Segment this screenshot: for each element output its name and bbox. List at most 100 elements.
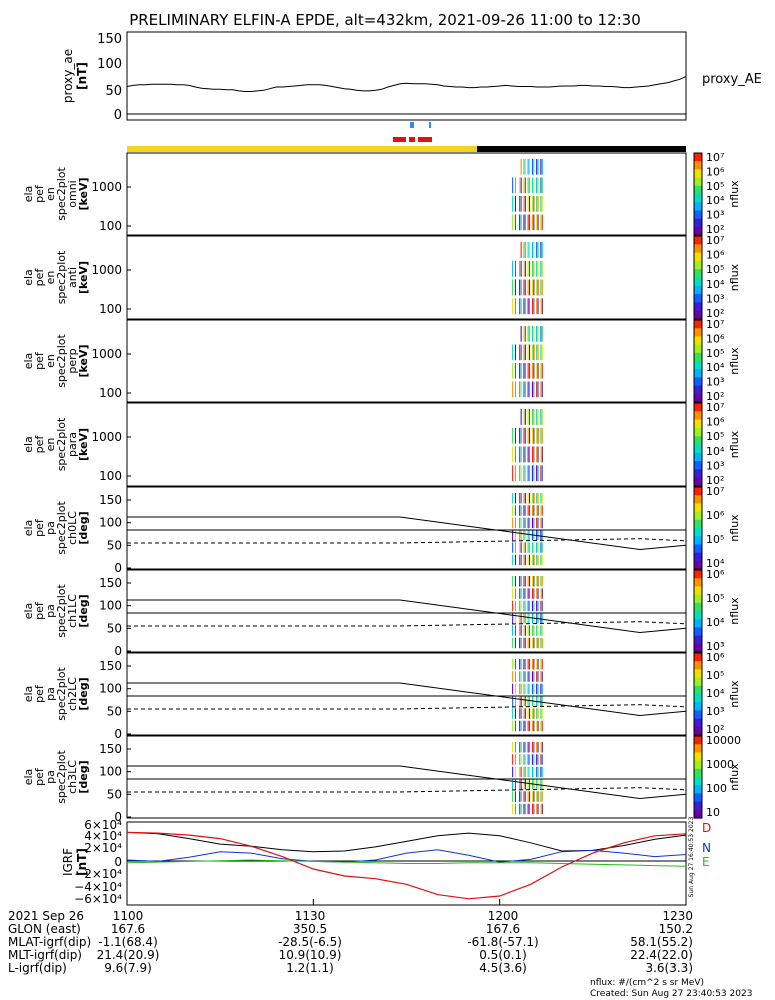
colorbar-cell <box>694 641 702 645</box>
colorbar-tick: 10000 <box>706 734 741 747</box>
colorbar-cell <box>694 346 702 350</box>
spectrogram-cell <box>541 446 543 463</box>
colorbar-cell <box>694 611 702 614</box>
colorbar-cell <box>694 287 702 291</box>
spectrogram-cell <box>537 326 539 342</box>
panel-ytick: 100 <box>99 302 122 316</box>
spectrogram-cell <box>524 803 526 815</box>
footer-cell: 150.2 <box>659 922 693 936</box>
spectrogram-cell <box>524 242 526 258</box>
colorbar-cell <box>694 417 702 421</box>
spectrogram-cell <box>540 625 542 636</box>
spectrogram-cell <box>536 637 538 649</box>
colorbar-cell <box>694 409 702 412</box>
spectrogram-cell <box>540 708 542 719</box>
spectrogram-cell <box>533 493 535 504</box>
spectrogram-cell <box>533 381 535 398</box>
colorbar-frame <box>693 652 703 736</box>
colorbar-cell <box>694 434 702 437</box>
colorbar-cell <box>694 519 702 523</box>
spectrogram-cell <box>533 242 535 258</box>
spectrogram-cell <box>533 363 535 379</box>
colorbar-cell <box>694 155 702 158</box>
colorbar-cell <box>694 300 702 303</box>
spectrogram-cell <box>519 803 521 815</box>
spectrogram-cell <box>519 196 521 212</box>
spectrogram-cell <box>523 613 525 624</box>
colorbar-tick: 10⁵ <box>706 347 724 360</box>
spectrogram-cell <box>536 720 538 732</box>
colorbar-cell <box>694 436 702 439</box>
spectrogram-cell <box>540 683 542 695</box>
spectrogram-cell <box>524 159 526 175</box>
colorbar-cell <box>694 785 702 788</box>
spectrogram-cell <box>514 720 516 732</box>
colorbar-cell <box>694 336 702 339</box>
colorbar-cell <box>694 189 702 193</box>
panel-ylabel: pef <box>33 601 46 620</box>
spectrogram-cell <box>524 683 526 695</box>
spectrogram-cell <box>519 363 521 379</box>
spectrogram-cell <box>529 326 531 342</box>
anti-loss-cone-line <box>127 538 687 544</box>
spectrogram-cell <box>529 517 531 529</box>
colorbar-cell <box>694 308 702 312</box>
spectrogram-cell <box>536 381 538 398</box>
colorbar-cell <box>694 805 702 809</box>
footer-cell: MLAT-igrf(dip) <box>8 935 91 949</box>
footer-cell: -1.1(68.4) <box>98 935 158 949</box>
spectrogram-cell <box>541 588 543 599</box>
colorbar-cell <box>694 163 702 166</box>
spectrogram-cell <box>523 683 525 695</box>
footer-cell: MLT-igrf(dip) <box>8 948 82 962</box>
colorbar-frame <box>693 235 703 320</box>
colorbar-tick: 10⁷ <box>706 485 724 498</box>
spectrogram-cell <box>537 588 539 599</box>
panel-ylabel: pef <box>33 351 46 370</box>
colorbar-cell <box>694 777 702 780</box>
spectrogram-cell <box>540 803 542 815</box>
spectrogram-cell <box>527 613 529 624</box>
colorbar-cell <box>694 544 702 547</box>
colorbar-cell <box>694 708 702 711</box>
spectrogram-cell <box>527 754 529 765</box>
colorbar-tick: 10 <box>706 806 720 819</box>
panel-frame <box>126 319 687 403</box>
spectrogram-cell <box>540 720 542 732</box>
panel-ytick: 50 <box>107 787 122 801</box>
panel-ylabel: en <box>44 354 57 368</box>
colorbar-cell <box>694 432 702 435</box>
igrf-tick: 6×10⁴ <box>84 818 122 832</box>
spectrogram-cell <box>529 298 531 315</box>
colorbar-cell <box>694 379 702 382</box>
spectrogram-cell <box>512 803 514 815</box>
spectrogram-cell <box>523 214 525 231</box>
spectrogram-cell <box>529 659 531 670</box>
spectrogram-cell <box>529 363 531 379</box>
colorbar-cell <box>694 279 702 283</box>
colorbar-cell <box>694 538 702 541</box>
spectrogram-cell <box>520 505 522 516</box>
panel-ylabel: spec2plot <box>55 501 68 555</box>
spectrogram-cell <box>519 625 521 636</box>
colorbar-cell <box>694 592 702 596</box>
colorbar-cell <box>694 477 702 481</box>
panel-ylabel: pef <box>33 435 46 454</box>
spectrogram-cell <box>514 742 516 753</box>
spectrogram-cell <box>519 446 521 463</box>
spectrogram-cell <box>512 298 514 315</box>
colorbar-cell <box>694 617 702 620</box>
colorbar-cell <box>694 552 702 556</box>
colorbar-cell <box>694 397 702 401</box>
created-stamp: Created: Sun Aug 27 23:40:53 2023 <box>590 989 752 999</box>
spectrogram-cell <box>531 683 533 695</box>
spectrogram-cell <box>524 446 526 463</box>
colorbar-cell <box>694 258 702 262</box>
spectrogram-cell <box>514 493 516 504</box>
panel-ylabel: en <box>44 438 57 452</box>
spectrogram-cell <box>519 576 521 587</box>
colorbar-cell <box>694 281 702 285</box>
colorbar-cell <box>694 687 702 691</box>
spectrogram-cell <box>533 465 535 482</box>
colorbar-cell <box>694 558 702 562</box>
